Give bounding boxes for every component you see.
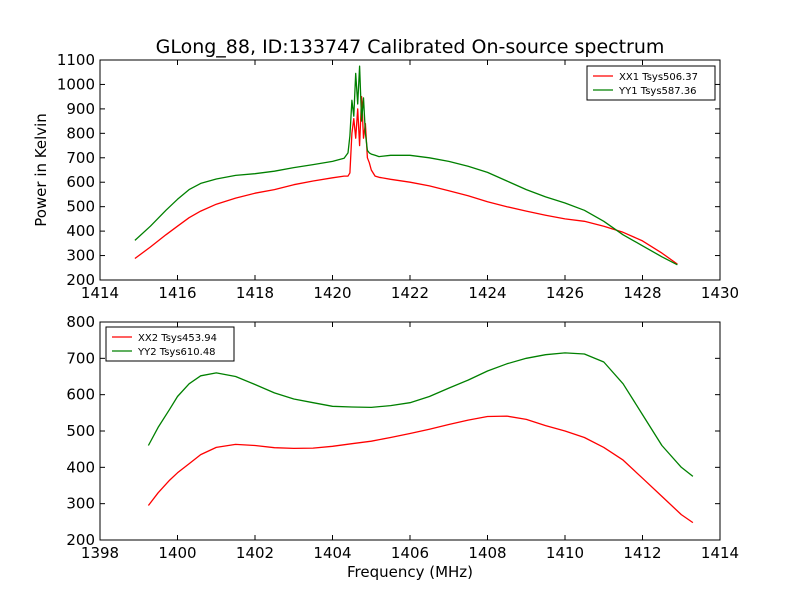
y-tick-label: 800 xyxy=(66,313,95,331)
y-tick-label: 600 xyxy=(66,173,95,191)
x-tick-label: 1398 xyxy=(81,544,119,562)
legend-box xyxy=(586,65,716,101)
legend: XX1 Tsys506.37 YY1 Tsys587.36 xyxy=(586,65,716,101)
y-axis-label: Power in Kelvin xyxy=(32,113,50,227)
legend-label: YY1 Tsys587.36 xyxy=(618,86,697,97)
chart-title: GLong_88, ID:133747 Calibrated On-source… xyxy=(156,36,665,58)
y-tick-label: 300 xyxy=(66,495,95,513)
x-tick-label: 1424 xyxy=(468,284,506,302)
legend-box xyxy=(105,326,235,362)
y-tick-label: 700 xyxy=(66,149,95,167)
top-spectrum-panel: 1414 1416 1418 1420 1422 1424 1426 1428 1430 200 3… xyxy=(32,51,739,302)
x-tick-label: 1420 xyxy=(313,284,351,302)
series-line-0-0 xyxy=(134,96,678,265)
x-tick-label: 1402 xyxy=(236,544,274,562)
x-tick-label: 1410 xyxy=(546,544,584,562)
legend: XX2 Tsys453.94 YY2 Tsys610.48 xyxy=(105,326,235,362)
legend-label: XX1 Tsys506.37 xyxy=(619,72,698,83)
x-tick-label: 1426 xyxy=(546,284,584,302)
series-line-1-1 xyxy=(147,352,694,477)
x-tick-label: 1412 xyxy=(623,544,661,562)
x-tick-label: 1416 xyxy=(158,284,196,302)
y-tick-label: 200 xyxy=(66,271,95,289)
y-tick-label: 500 xyxy=(66,422,95,440)
x-tick-label: 1430 xyxy=(701,284,739,302)
legend-label: YY2 Tsys610.48 xyxy=(137,347,216,358)
bottom-spectrum-panel: 1398 1400 1402 1404 1406 1408 1410 1412 1414 200 3… xyxy=(66,313,739,581)
x-tick-label: 1428 xyxy=(623,284,661,302)
x-tick-label: 1414 xyxy=(81,284,119,302)
x-axis-label: Frequency (MHz) xyxy=(347,563,473,581)
y-tick-label: 300 xyxy=(66,247,95,265)
x-tick-label: 1414 xyxy=(701,544,739,562)
y-tick-label: 700 xyxy=(66,349,95,367)
y-tick-label: 1100 xyxy=(57,51,95,69)
series-line-1-0 xyxy=(147,415,694,524)
series-line-0-1 xyxy=(134,65,678,266)
x-tick-label: 1422 xyxy=(391,284,429,302)
x-tick-label: 1404 xyxy=(313,544,351,562)
y-tick-label: 1000 xyxy=(57,75,95,93)
y-tick-label: 200 xyxy=(66,531,95,549)
x-tick-label: 1406 xyxy=(391,544,429,562)
y-tick-label: 400 xyxy=(66,458,95,476)
legend-label: XX2 Tsys453.94 xyxy=(138,333,217,344)
y-tick-label: 800 xyxy=(66,124,95,142)
x-tick-label: 1400 xyxy=(158,544,196,562)
y-tick-label: 900 xyxy=(66,100,95,118)
x-tick-label: 1418 xyxy=(236,284,274,302)
x-tick-label: 1408 xyxy=(468,544,506,562)
y-tick-label: 500 xyxy=(66,198,95,216)
y-tick-label: 600 xyxy=(66,386,95,404)
y-tick-label: 400 xyxy=(66,222,95,240)
